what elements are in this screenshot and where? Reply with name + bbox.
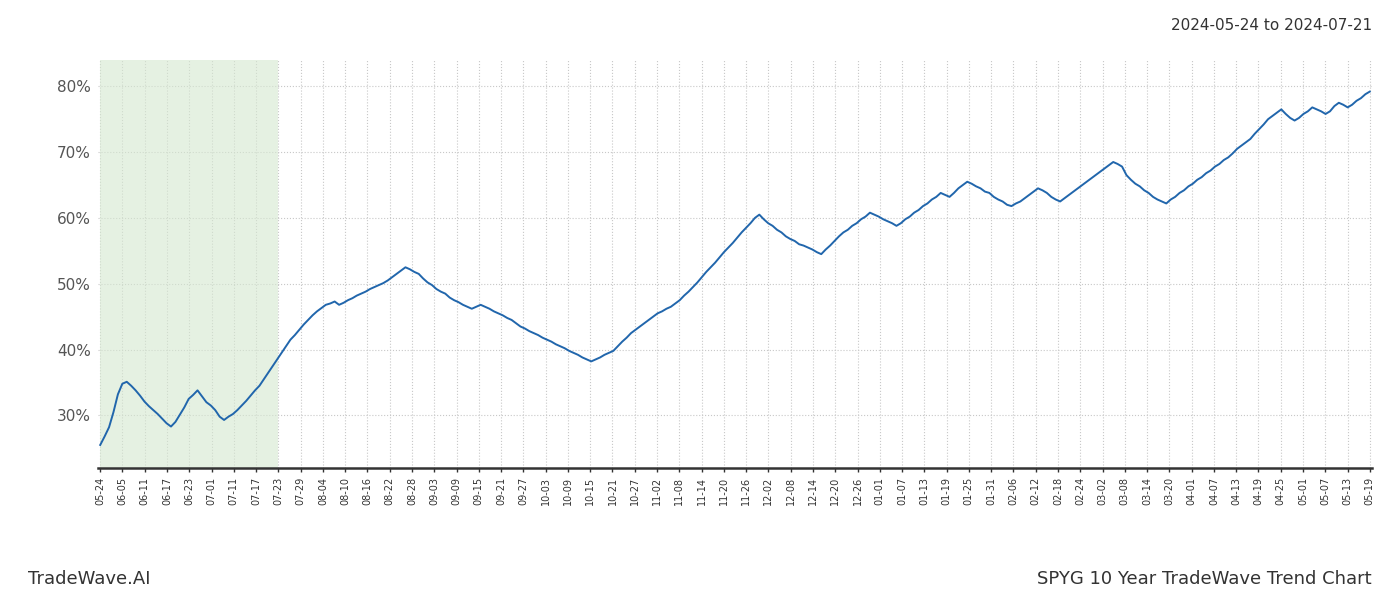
Bar	[101, 60, 279, 468]
Text: 2024-05-24 to 2024-07-21: 2024-05-24 to 2024-07-21	[1170, 18, 1372, 33]
Text: SPYG 10 Year TradeWave Trend Chart: SPYG 10 Year TradeWave Trend Chart	[1037, 570, 1372, 588]
Text: TradeWave.AI: TradeWave.AI	[28, 570, 151, 588]
